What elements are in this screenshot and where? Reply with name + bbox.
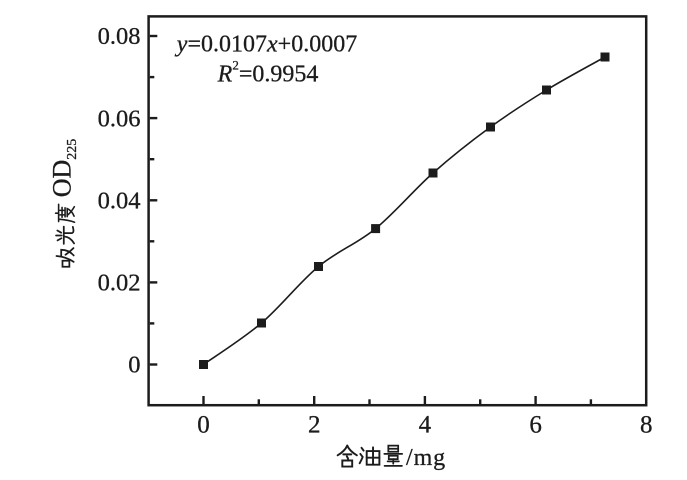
svg-text:0.02: 0.02: [98, 270, 141, 297]
svg-text:0: 0: [197, 411, 210, 438]
svg-text:OD225: OD225: [48, 139, 81, 198]
svg-text:0.04: 0.04: [98, 188, 141, 215]
svg-text:R2=0.9954: R2=0.9954: [217, 57, 319, 87]
svg-text:6: 6: [529, 411, 542, 438]
svg-text:0.06: 0.06: [98, 105, 141, 132]
svg-text:2: 2: [308, 411, 321, 438]
svg-text:0.08: 0.08: [98, 23, 141, 50]
svg-text:y=0.0107x+0.0007: y=0.0107x+0.0007: [175, 32, 357, 58]
svg-text:0: 0: [128, 352, 140, 379]
svg-text:8: 8: [640, 411, 653, 438]
svg-text:4: 4: [419, 411, 432, 438]
svg-text:/mg: /mg: [406, 445, 446, 471]
